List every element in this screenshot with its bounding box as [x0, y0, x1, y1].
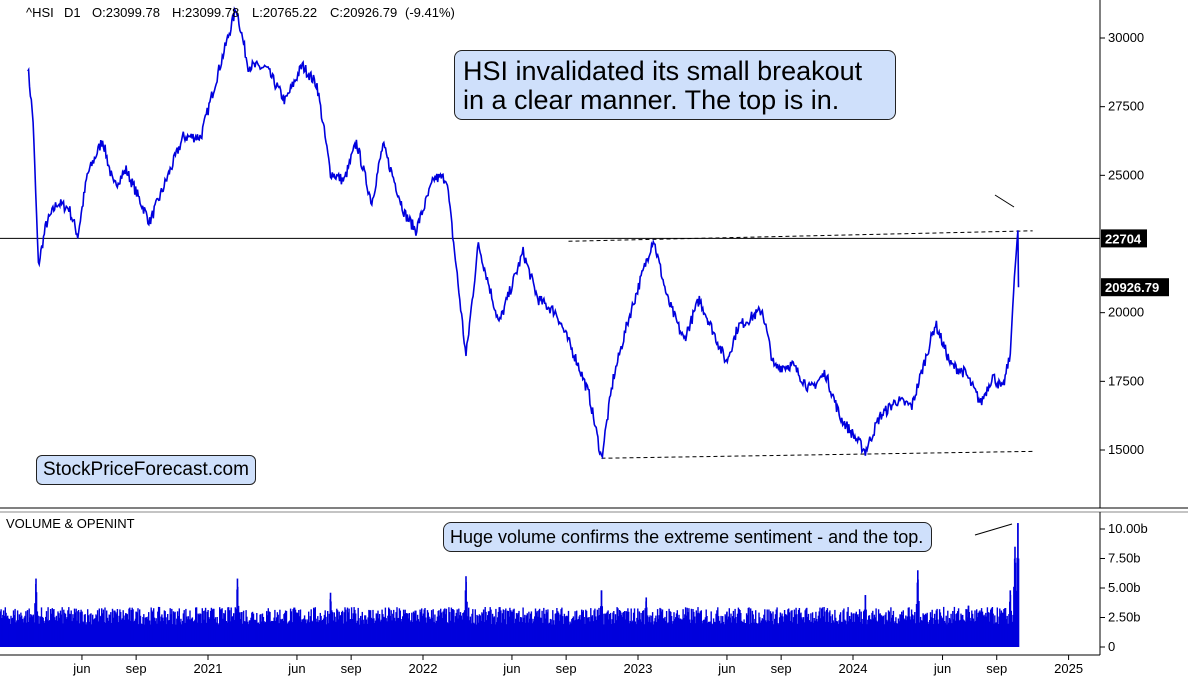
- x-tick-label: sep: [341, 661, 362, 676]
- ohlc-timeframe: D1: [64, 5, 81, 20]
- x-tick-label: sep: [771, 661, 792, 676]
- main-callout: HSI invalidated its small breakout in a …: [454, 50, 896, 120]
- ohlc-high: H:23099.78: [172, 5, 239, 20]
- ohlc-low: L:20765.22: [252, 5, 317, 20]
- volume-callout: Huge volume confirms the extreme sentime…: [443, 522, 933, 552]
- price-tick-label: 30000: [1108, 30, 1144, 45]
- x-tick-label: jun: [72, 661, 90, 676]
- trendlines: [568, 230, 1033, 459]
- x-tick-label: 2024: [839, 661, 868, 676]
- volume-tick-label: 10.00b: [1108, 521, 1148, 536]
- trendline: [568, 230, 1033, 242]
- callout-pointer: [994, 194, 1015, 208]
- price-tick-label: 15000: [1108, 442, 1144, 457]
- volume-panel: VOLUME & OPENINT 10.00b 7.50b 5.00b 2.50b 0: [0, 512, 1148, 656]
- volume-tick-label: 0: [1108, 639, 1115, 654]
- price-tag-label: 22704: [1105, 231, 1142, 246]
- volume-y-axis: 10.00b 7.50b 5.00b 2.50b 0: [1100, 521, 1148, 654]
- volume-tick-label: 7.50b: [1108, 551, 1141, 566]
- x-tick-label: 2023: [624, 661, 653, 676]
- price-line: [27, 6, 1020, 460]
- x-tick-label: sep: [986, 661, 1007, 676]
- ohlc-symbol: ^HSI: [26, 5, 54, 20]
- price-tag-box: [1101, 229, 1147, 248]
- volume-panel-title: VOLUME & OPENINT: [6, 516, 135, 531]
- price-y-axis: 32500300002750025000200001750015000: [1100, 30, 1144, 457]
- ohlc-change: (-9.41%): [405, 5, 455, 20]
- x-tick-label: sep: [556, 661, 577, 676]
- price-tick-label: 17500: [1108, 373, 1144, 388]
- x-tick-label: 2022: [409, 661, 438, 676]
- watermark-label: StockPriceForecast.com: [36, 455, 256, 485]
- price-tag-label: 20926.79: [1105, 280, 1159, 295]
- volume-callout-pointer: [974, 523, 1013, 536]
- price-tag-box: [1101, 278, 1169, 297]
- x-tick-label: jun: [933, 661, 951, 676]
- ohlc-close: C:20926.79: [330, 5, 397, 20]
- x-axis: 20junsep2021junsep2022junsep2023junsep20…: [72, 655, 1083, 676]
- price-tick-label: 20000: [1108, 305, 1144, 320]
- price-panel: 32500300002750025000200001750015000 2270…: [0, 0, 1188, 513]
- x-tick-label: sep: [126, 661, 147, 676]
- price-tick-label: 27500: [1108, 99, 1144, 114]
- volume-bars: [0, 523, 1020, 647]
- price-tags: 22704 20926.79: [1101, 229, 1169, 297]
- x-tick-label: jun: [717, 661, 735, 676]
- ohlc-open: O:23099.78: [92, 5, 160, 20]
- volume-tick-label: 2.50b: [1108, 610, 1141, 625]
- x-tick-label: jun: [287, 661, 305, 676]
- price-series: [27, 6, 1020, 460]
- x-tick-label: 2021: [194, 661, 223, 676]
- x-tick-label: 2025: [1054, 661, 1083, 676]
- trendline: [601, 450, 1033, 459]
- x-tick-label: jun: [502, 661, 520, 676]
- volume-tick-label: 5.00b: [1108, 580, 1141, 595]
- price-tick-label: 25000: [1108, 167, 1144, 182]
